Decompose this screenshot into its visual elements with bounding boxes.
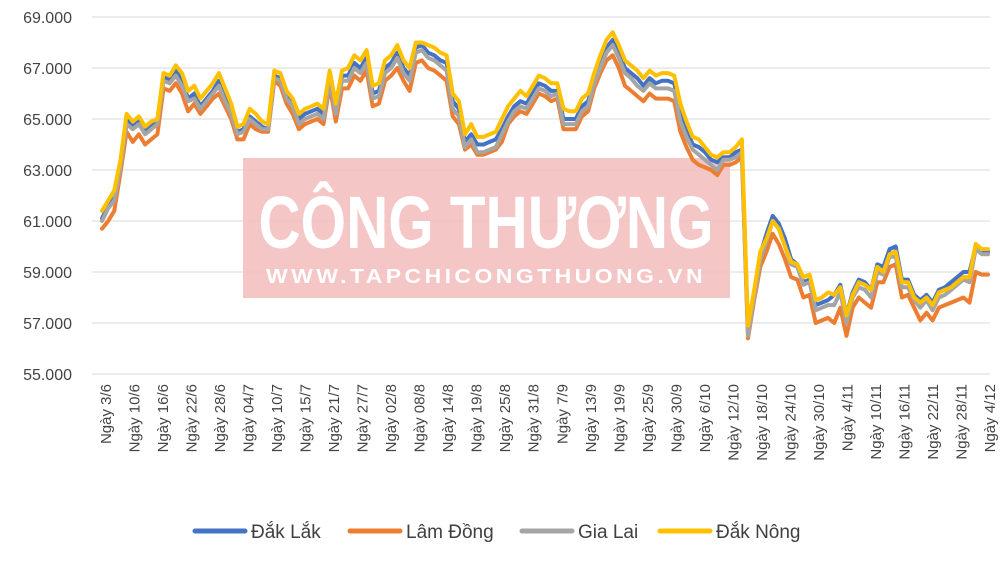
watermark-background	[243, 158, 730, 298]
x-tick-label: Ngày 25/9	[640, 384, 657, 452]
x-tick-label: Ngày 7/9	[554, 384, 571, 444]
watermark-url: WWW.TAPCHICONGTHUONG.VN	[266, 266, 706, 288]
x-tick-label: Ngày 24/10	[782, 384, 799, 461]
y-tick-label: 69.000	[23, 10, 72, 27]
x-tick-label: Ngày 4/12	[982, 384, 999, 452]
x-tick-label: Ngày 19/9	[611, 384, 628, 452]
x-tick-label: Ngày 22/6	[184, 384, 201, 452]
x-tick-label: Ngày 22/11	[925, 384, 942, 460]
series-line-2	[100, 53, 990, 341]
x-tick-label: Ngày 10/7	[269, 384, 286, 452]
x-axis-ticks: Ngày 3/6 Ngày 10/6 Ngày 16/6 Ngày 22/6 Ngày …	[98, 384, 999, 461]
legend-label: Đắk Lắk	[251, 521, 321, 543]
legend-label: Gia Lai	[578, 522, 638, 543]
x-tick-label: Ngày 3/6	[98, 384, 115, 444]
x-tick-label: Ngày 25/8	[497, 384, 514, 452]
x-tick-label: Ngày 12/10	[725, 384, 742, 461]
x-tick-label: Ngày 4/11	[839, 384, 856, 451]
y-tick-label: 63.000	[23, 163, 72, 180]
x-tick-label: Ngày 18/10	[754, 384, 771, 461]
y-tick-label: 67.000	[23, 61, 72, 78]
x-tick-label: Ngày 27/7	[355, 384, 372, 452]
legend-label: Đắk Nông	[716, 521, 801, 543]
legend: Đắk Lắk Lâm Đồng Gia Lai Đắk Nông	[192, 521, 801, 543]
y-tick-label: 61.000	[23, 214, 72, 231]
watermark: CÔNG THƯƠNG WWW.TAPCHICONGTHUONG.VN	[243, 158, 730, 298]
series-line-4	[100, 30, 990, 328]
x-tick-label: Ngày 14/8	[440, 384, 457, 452]
watermark-title: CÔNG THƯƠNG	[259, 181, 714, 264]
x-tick-label: Ngày 30/9	[668, 384, 685, 452]
x-tick-label: Ngày 30/10	[811, 384, 828, 461]
series-layer	[100, 30, 990, 341]
y-tick-label: 59.000	[23, 265, 72, 282]
x-tick-label: Ngày 16/6	[155, 384, 172, 452]
y-axis-ticks: 55.000 57.000 59.000 61.000 63.000 65.000 67.0…	[23, 10, 72, 384]
x-tick-label: Ngày 04/7	[241, 384, 258, 452]
x-tick-label: Ngày 08/8	[412, 384, 429, 452]
x-tick-label: Ngày 28/6	[212, 384, 229, 452]
y-tick-label: 55.000	[23, 367, 72, 384]
x-tick-label: Ngày 15/7	[298, 384, 315, 452]
x-tick-label: Ngày 02/8	[383, 384, 400, 452]
x-tick-label: Ngày 21/7	[326, 384, 343, 452]
series-line-1	[100, 37, 990, 333]
y-tick-label: 57.000	[23, 316, 72, 333]
legend-label: Lâm Đồng	[406, 522, 494, 543]
x-tick-label: Ngày 10/6	[127, 384, 144, 452]
x-tick-label: Ngày 10/11	[868, 384, 885, 460]
x-tick-label: Ngày 28/11	[954, 384, 971, 460]
x-tick-label: Ngày 16/11	[897, 384, 914, 460]
x-tick-label: Ngày 19/8	[469, 384, 486, 452]
x-tick-label: Ngày 6/10	[697, 384, 714, 452]
y-tick-label: 65.000	[23, 112, 72, 129]
x-tick-label: Ngày 31/8	[526, 384, 543, 452]
x-tick-label: Ngày 13/9	[583, 384, 600, 452]
